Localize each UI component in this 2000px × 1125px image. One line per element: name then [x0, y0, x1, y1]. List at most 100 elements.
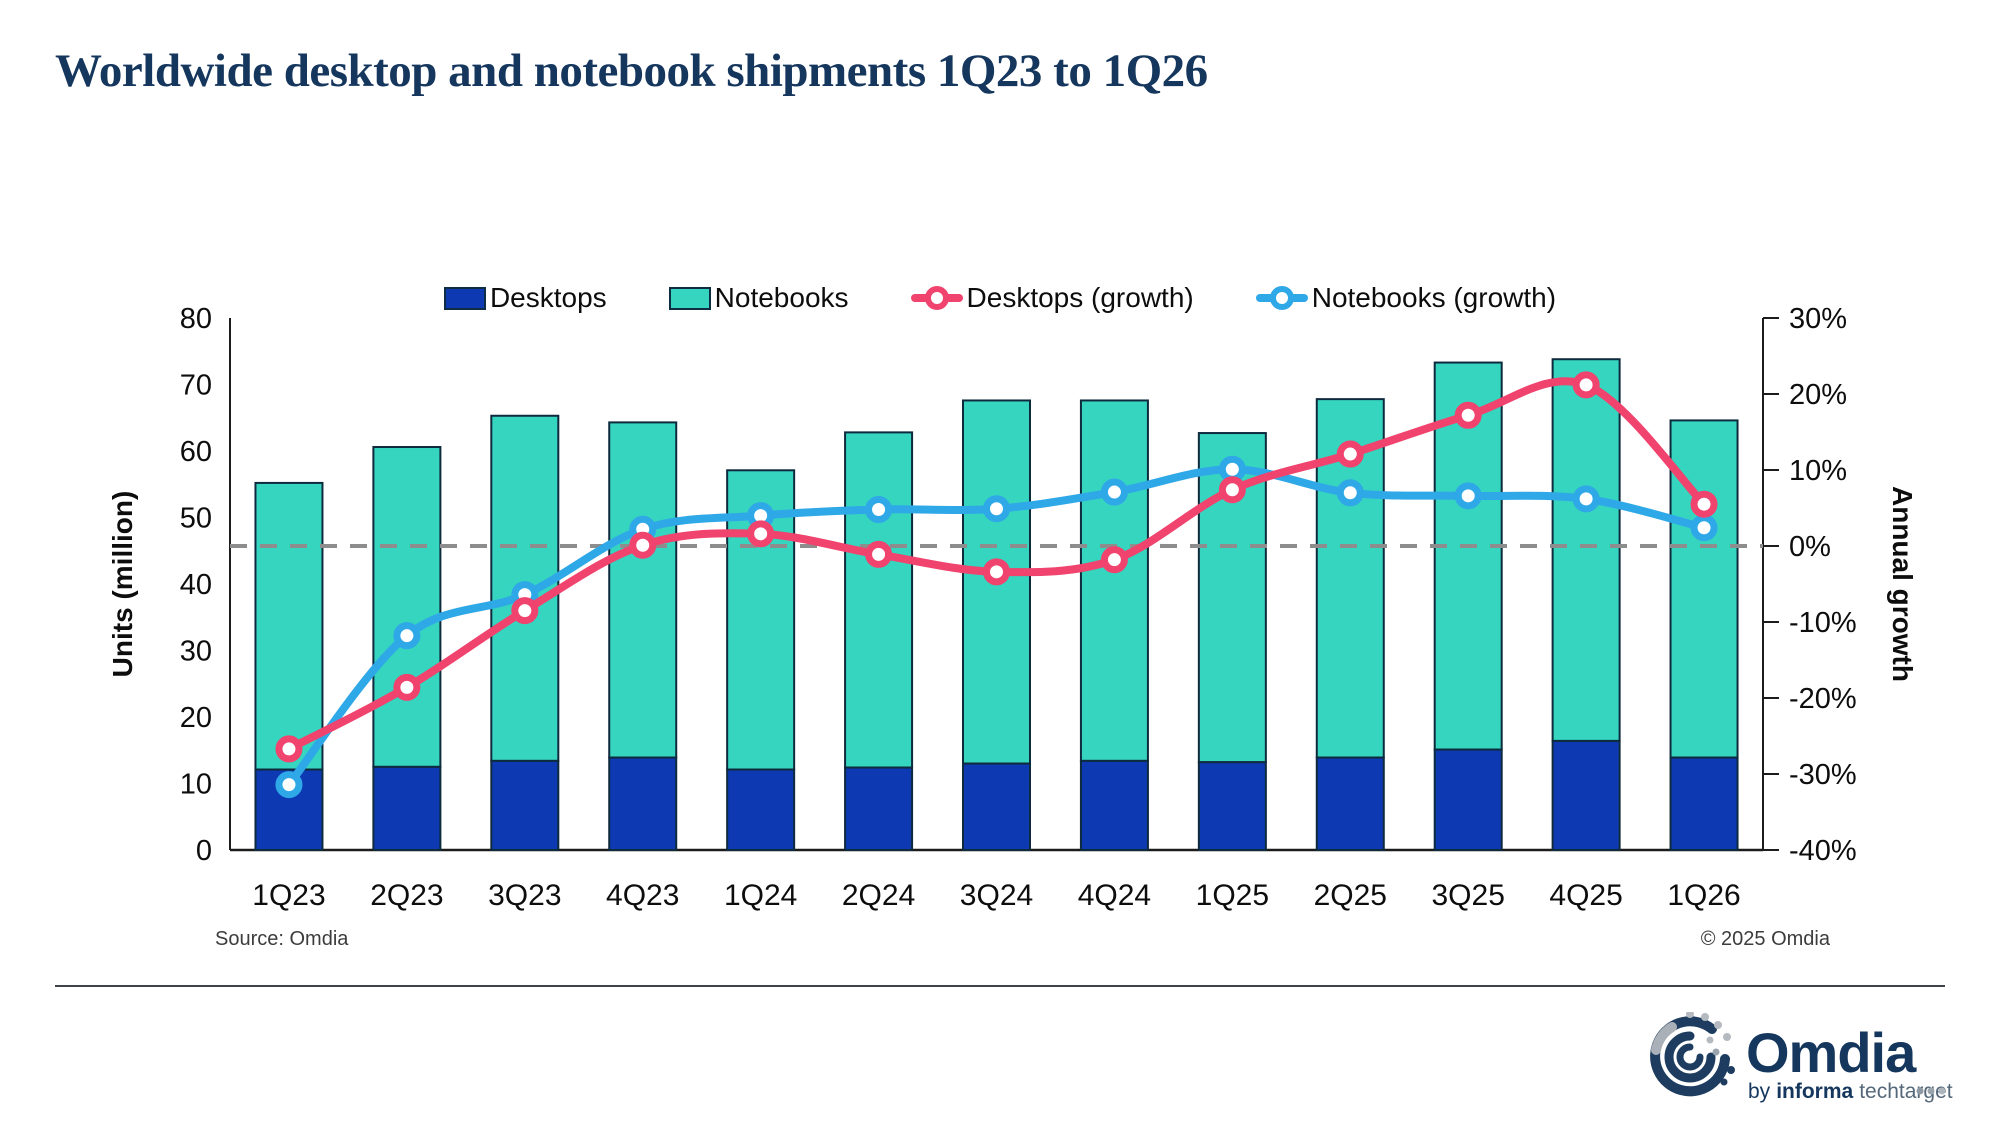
x-axis-label: 3Q25 [1431, 879, 1504, 912]
growth-marker-1Q23 [275, 771, 303, 799]
right-tick-label: 30% [1789, 303, 1847, 335]
x-axis-label: 1Q24 [724, 879, 797, 912]
marker-icon [924, 286, 949, 310]
legend-label: Notebooks [714, 282, 849, 313]
x-axis-label: 3Q23 [488, 879, 561, 912]
tagline-informa: informa [1776, 1080, 1853, 1103]
bar-desktops-4Q25 [1551, 739, 1621, 851]
growth-marker-3Q23 [511, 597, 539, 625]
bar-desktops-3Q25 [1433, 748, 1503, 852]
x-axis-label: 2Q25 [1314, 879, 1387, 912]
bar-desktops-2Q25 [1315, 756, 1385, 851]
x-axis-label: 4Q23 [606, 879, 679, 912]
right-axis-title: Annual growth [1887, 486, 1918, 682]
desktops-growth-swatch-icon [910, 286, 963, 310]
growth-marker-4Q24 [1100, 546, 1128, 574]
x-axis-label: 4Q24 [1078, 879, 1151, 912]
growth-marker-2Q25 [1336, 440, 1364, 468]
notebooks-swatch-icon [668, 286, 711, 310]
x-axis-label: 4Q25 [1549, 879, 1622, 912]
omdia-logo-mark-icon [1650, 1012, 1735, 1097]
chart-title: Worldwide desktop and notebook shipments… [55, 45, 1208, 97]
legend-item-notebooks-growth: Notebooks (growth) [1255, 282, 1557, 314]
x-axis-label: 1Q26 [1667, 879, 1740, 912]
tagline-by: by [1748, 1080, 1771, 1103]
bar-desktops-3Q23 [490, 759, 560, 852]
copyright-note: © 2025 Omdia [1700, 928, 1830, 950]
bar-desktops-4Q23 [608, 756, 678, 851]
growth-marker-4Q24 [1100, 478, 1128, 506]
growth-marker-3Q25 [1454, 401, 1482, 429]
bars [254, 358, 1739, 852]
tagline-dot-icon [1927, 1087, 1935, 1095]
growth-marker-2Q23 [393, 673, 421, 701]
growth-marker-1Q26 [1690, 490, 1718, 518]
right-tick-label: -10% [1789, 607, 1857, 639]
growth-marker-4Q25 [1572, 371, 1600, 399]
tagline-dot-icon [1938, 1087, 1946, 1095]
growth-marker-1Q25 [1218, 476, 1246, 504]
growth-marker-1Q24 [747, 520, 775, 548]
bar-desktops-1Q26 [1669, 756, 1739, 851]
growth-marker-3Q24 [983, 495, 1010, 523]
bar-notebooks-4Q23 [608, 421, 678, 759]
growth-marker-1Q26 [1690, 514, 1718, 542]
axes: 80 70 60 50 40 30 20 10 0 30% 20% 10% 0% -10% -20% -30%… [180, 303, 1857, 912]
divider [55, 985, 1945, 987]
x-axis-label: 2Q24 [842, 879, 915, 912]
bar-desktops-3Q24 [962, 762, 1031, 851]
left-tick-label: 20 [180, 702, 212, 734]
right-tick-label: 20% [1789, 379, 1847, 411]
growth-marker-3Q24 [983, 558, 1010, 586]
left-tick-label: 0 [196, 835, 212, 867]
x-axis-label: 1Q25 [1196, 879, 1269, 912]
growth-marker-1Q25 [1218, 455, 1246, 483]
desktops-swatch-icon [443, 286, 486, 310]
x-axis-label: 3Q24 [960, 879, 1033, 912]
legend-item-desktops: Desktops [443, 282, 607, 314]
left-tick-label: 70 [180, 370, 212, 402]
legend-label: Notebooks (growth) [1311, 282, 1557, 313]
bar-notebooks-4Q24 [1079, 399, 1149, 762]
marker-icon [1269, 286, 1294, 310]
omdia-logo-text: Omdia [1746, 1021, 1917, 1084]
x-axis-label: 1Q23 [252, 879, 325, 912]
growth-marker-2Q25 [1336, 479, 1364, 507]
growth-marker-2Q24 [865, 540, 893, 568]
bar-desktops-1Q25 [1197, 761, 1267, 851]
left-axis-title: Units (million) [107, 491, 138, 678]
growth-marker-1Q23 [275, 735, 303, 763]
right-tick-label: -40% [1789, 835, 1857, 867]
left-tick-label: 30 [180, 636, 212, 668]
left-tick-label: 80 [180, 303, 212, 335]
legend-label: Desktops [489, 282, 607, 313]
legend: Desktops Notebooks Desktops (growth) Not… [0, 282, 2000, 314]
left-tick-label: 10 [180, 769, 212, 801]
tagline-dot-icon [1916, 1087, 1924, 1095]
growth-marker-2Q23 [393, 622, 421, 650]
bar-desktops-4Q24 [1079, 759, 1149, 852]
growth-lines [275, 371, 1718, 799]
legend-item-notebooks: Notebooks [668, 282, 849, 314]
left-tick-label: 60 [180, 436, 212, 468]
legend-label: Desktops (growth) [966, 282, 1194, 313]
x-axis-label: 2Q23 [370, 879, 443, 912]
bar-desktops-2Q24 [844, 766, 914, 851]
notebooks-growth-swatch-icon [1255, 286, 1308, 310]
left-tick-label: 50 [180, 503, 212, 535]
right-tick-label: -20% [1789, 683, 1857, 715]
legend-item-desktops-growth: Desktops (growth) [910, 282, 1194, 314]
left-tick-label: 40 [180, 569, 212, 601]
growth-marker-3Q25 [1454, 482, 1482, 510]
bar-notebooks-2Q23 [372, 446, 442, 768]
right-tick-label: 10% [1789, 455, 1847, 487]
right-tick-label: 0% [1789, 531, 1831, 563]
right-tick-label: -30% [1789, 759, 1857, 791]
growth-marker-2Q24 [865, 496, 893, 524]
growth-marker-4Q23 [629, 531, 657, 559]
bar-notebooks-4Q25 [1551, 358, 1621, 742]
bar-desktops-1Q24 [726, 768, 796, 851]
bar-notebooks-1Q23 [254, 481, 324, 771]
bar-notebooks-2Q24 [844, 431, 914, 769]
